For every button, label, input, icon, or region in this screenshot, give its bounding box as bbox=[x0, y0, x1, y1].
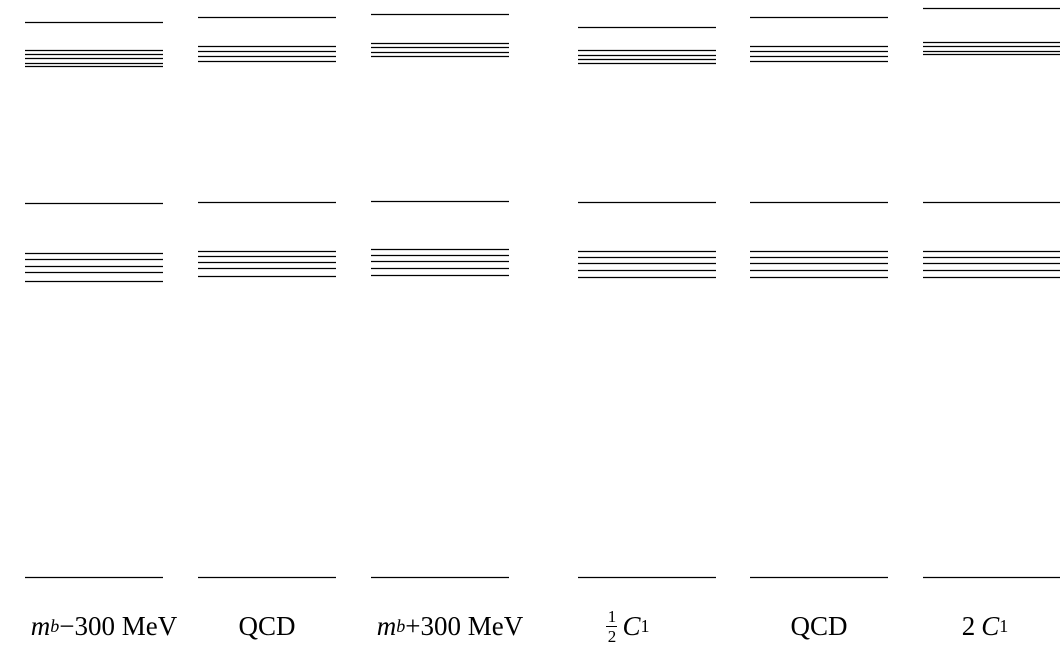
column-label-qcd-1: QCD bbox=[198, 606, 336, 646]
fraction: 1 2 bbox=[606, 606, 618, 646]
fraction-denominator: 2 bbox=[607, 626, 617, 646]
energy-level-diagram bbox=[25, 7, 1060, 579]
label-b: b bbox=[50, 615, 60, 636]
label-sub: 1 bbox=[999, 615, 1009, 636]
label-c: C bbox=[981, 610, 1000, 641]
label-m: m bbox=[30, 610, 51, 641]
label-c: C bbox=[622, 610, 641, 641]
fraction-numerator: 1 bbox=[607, 606, 617, 626]
fraction-bar bbox=[606, 625, 618, 627]
label-suffix: +300 MeV bbox=[405, 610, 524, 641]
label-text: QCD bbox=[238, 610, 296, 641]
label-coef: 2 bbox=[961, 610, 976, 641]
label-sub: 1 bbox=[640, 615, 650, 636]
label-suffix: −300 MeV bbox=[59, 610, 178, 641]
label-text: QCD bbox=[790, 610, 848, 641]
column-label-mb-minus: m b −300 MeV bbox=[4, 606, 204, 646]
column-label-qcd-2: QCD bbox=[750, 606, 888, 646]
label-b: b bbox=[396, 615, 406, 636]
column-label-mb-plus: m b +300 MeV bbox=[350, 606, 550, 646]
label-m: m bbox=[376, 610, 397, 641]
